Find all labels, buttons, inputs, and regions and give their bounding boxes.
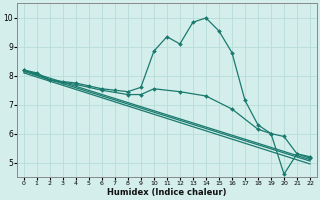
X-axis label: Humidex (Indice chaleur): Humidex (Indice chaleur) [107,188,227,197]
